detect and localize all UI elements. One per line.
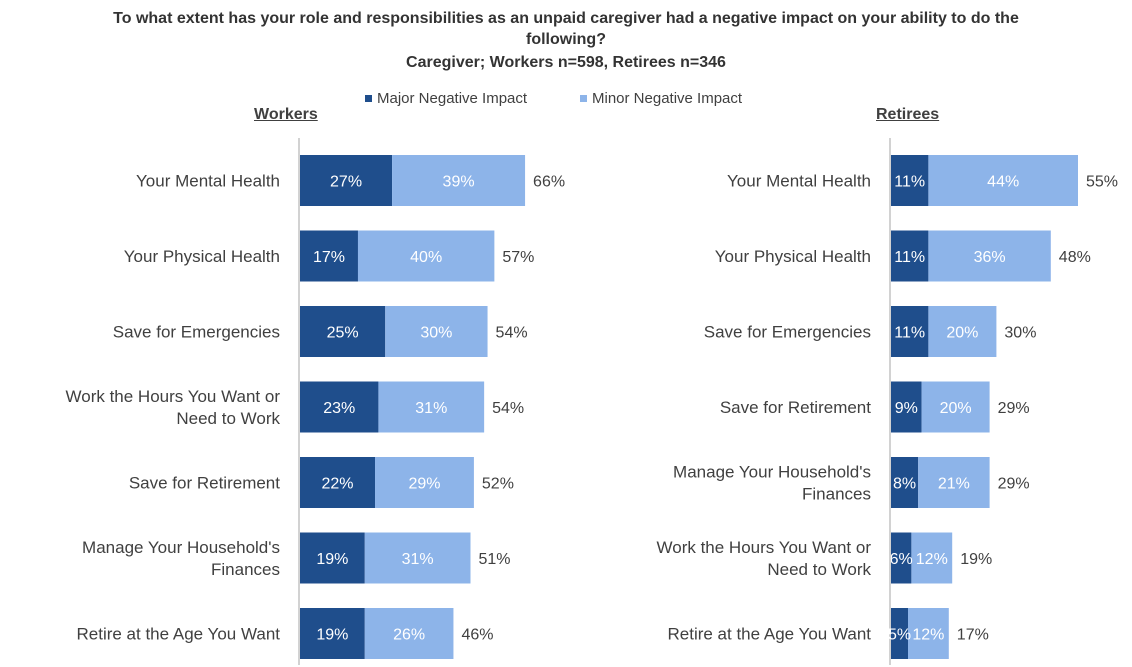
workers-bar-minor <box>364 608 454 659</box>
workers-bar-minor <box>378 381 485 433</box>
retirees-label-total: 30% <box>1004 325 1036 342</box>
workers-label-total: 54% <box>492 400 524 417</box>
retirees-bar-major <box>891 306 929 357</box>
retirees-label-major: 6% <box>890 551 913 568</box>
retirees-category-label: Retire at the Age You Want <box>667 625 871 644</box>
retirees-bar-minor <box>918 457 990 508</box>
workers-bar-major <box>300 532 365 584</box>
workers-bar-major <box>300 381 379 433</box>
workers-label-major: 27% <box>330 174 362 191</box>
workers-label-major: 25% <box>327 325 359 342</box>
retirees-category-label: Save for Retirement <box>720 398 871 417</box>
retirees-label-major: 9% <box>895 400 918 417</box>
retirees-bar-major <box>891 608 908 659</box>
retirees-label-major: 5% <box>888 627 911 644</box>
workers-label-total: 54% <box>496 325 528 342</box>
workers-label-major: 19% <box>316 627 348 644</box>
retirees-label-minor: 44% <box>987 174 1019 191</box>
retirees-bar-major <box>891 155 929 206</box>
legend-label-minor: Minor Negative Impact <box>592 90 743 107</box>
legend-item-minor: Minor Negative Impact <box>580 90 742 108</box>
workers-category-label: Your Mental Health <box>136 172 280 191</box>
workers-label-total: 66% <box>533 174 565 191</box>
workers-label-major: 23% <box>323 400 355 417</box>
retirees-label-minor: 20% <box>940 400 972 417</box>
workers-label-total: 46% <box>461 627 493 644</box>
workers-category-label: Manage Your Household's Finances <box>82 538 280 579</box>
retirees-bar-minor <box>928 155 1078 206</box>
retirees-category-label: Your Mental Health <box>727 172 871 191</box>
workers-label-minor: 29% <box>408 476 440 493</box>
chart-subtitle: Caregiver; Workers n=598, Retirees n=346 <box>406 54 726 71</box>
legend-label-major: Major Negative Impact <box>377 90 528 107</box>
workers-category-label: Retire at the Age You Want <box>76 625 280 644</box>
workers-bar-minor <box>357 230 495 282</box>
retirees-category-label: Your Physical Health <box>715 247 871 266</box>
workers-bar-minor <box>375 457 474 508</box>
retirees-label-major: 11% <box>894 174 925 191</box>
workers-label-minor: 30% <box>420 325 452 342</box>
retirees-bar-minor <box>911 532 953 584</box>
workers-category-label: Your Physical Health <box>124 247 280 266</box>
retirees-bar-major <box>891 230 929 282</box>
workers-label-minor: 26% <box>393 627 425 644</box>
retirees-bar-major <box>891 532 912 584</box>
chart-title: To what extent has your role and respons… <box>113 10 1019 48</box>
workers-category-label: Save for Retirement <box>129 474 280 493</box>
workers-bar-minor <box>364 532 471 584</box>
workers-label-major: 17% <box>313 249 345 266</box>
retirees-label-major: 11% <box>894 249 925 266</box>
workers-label-total: 52% <box>482 476 514 493</box>
chart-title-block: To what extent has your role and respons… <box>0 8 1132 73</box>
panel-title-workers: Workers <box>254 106 318 123</box>
retirees-label-total: 19% <box>960 551 992 568</box>
retirees-category-label: Save for Emergencies <box>704 323 871 342</box>
legend-swatch-minor <box>580 94 587 102</box>
workers-label-minor: 31% <box>402 551 434 568</box>
retirees-category-label: Work the Hours You Want or Need to Work <box>657 538 872 579</box>
workers-bar-minor <box>392 155 526 206</box>
workers-label-major: 19% <box>316 551 348 568</box>
panel-title-retirees: Retirees <box>876 106 940 123</box>
workers-bar-major <box>300 608 365 659</box>
workers-bar-major <box>300 306 386 357</box>
retirees-bar-minor <box>928 306 997 357</box>
retirees-bar-minor <box>921 381 990 433</box>
retirees-label-total: 29% <box>998 476 1030 493</box>
retirees-label-minor: 20% <box>946 325 978 342</box>
workers-category-label: Save for Emergencies <box>113 323 280 342</box>
retirees-label-major: 11% <box>894 325 925 342</box>
retirees-label-minor: 12% <box>916 551 948 568</box>
retirees-bar-major <box>891 381 922 433</box>
retirees-label-minor: 36% <box>974 249 1006 266</box>
workers-label-minor: 39% <box>443 174 475 191</box>
retirees-label-minor: 12% <box>912 627 944 644</box>
workers-bar-major <box>300 155 393 206</box>
retirees-label-total: 55% <box>1086 174 1118 191</box>
legend-item-major: Major Negative Impact <box>365 90 527 108</box>
retirees-category-label: Manage Your Household's Finances <box>673 463 871 504</box>
retirees-bar-minor <box>928 230 1051 282</box>
workers-label-minor: 31% <box>415 400 447 417</box>
retirees-bar-major <box>891 457 919 508</box>
workers-label-total: 51% <box>479 551 511 568</box>
workers-bar-minor <box>385 306 488 357</box>
retirees-bar-minor <box>908 608 949 659</box>
workers-bar-major <box>300 230 358 282</box>
workers-label-minor: 40% <box>410 249 442 266</box>
retirees-label-total: 29% <box>998 400 1030 417</box>
workers-label-total: 57% <box>502 249 534 266</box>
legend-swatch-major <box>365 94 372 102</box>
retirees-label-minor: 21% <box>938 476 970 493</box>
workers-label-major: 22% <box>321 476 353 493</box>
retirees-label-total: 48% <box>1059 249 1091 266</box>
retirees-label-total: 17% <box>957 627 989 644</box>
workers-category-label: Work the Hours You Want or Need to Work <box>66 387 281 428</box>
workers-bar-major <box>300 457 376 508</box>
retirees-label-major: 8% <box>893 476 916 493</box>
